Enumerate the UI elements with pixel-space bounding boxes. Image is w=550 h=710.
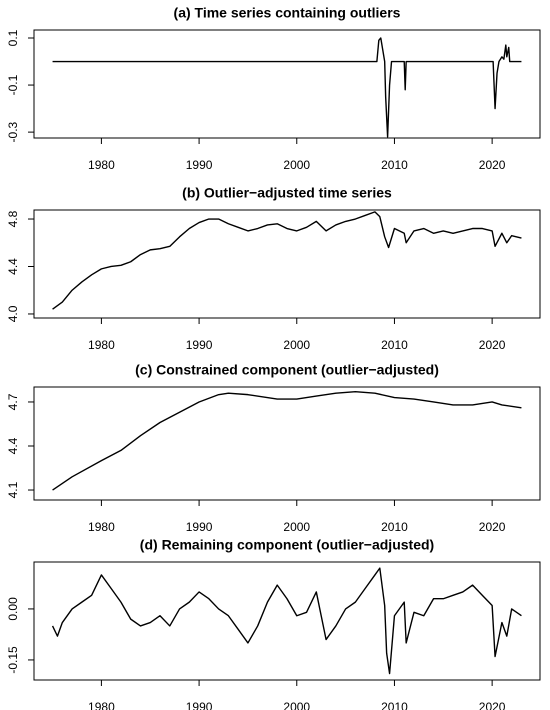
y-tick-label: 0.00	[6, 597, 20, 621]
y-tick-label: 4.1	[6, 481, 20, 498]
x-tick-label: 1990	[186, 520, 213, 534]
x-tick-label: 2000	[283, 520, 310, 534]
x-tick-label: 2000	[283, 700, 310, 710]
y-tick-label: 4.4	[6, 437, 20, 454]
y-tick-label: -0.3	[6, 121, 20, 142]
x-tick-label: 1990	[186, 338, 213, 352]
x-tick-label: 1980	[88, 700, 115, 710]
x-tick-label: 2010	[381, 700, 408, 710]
panel-title: (a) Time series containing outliers	[174, 5, 401, 21]
y-tick-label: 0.1	[6, 29, 20, 46]
y-tick-label: 4.8	[6, 210, 20, 227]
data-line	[52, 391, 522, 491]
y-tick-label: 4.0	[6, 305, 20, 322]
x-tick-label: 1980	[88, 520, 115, 534]
y-tick-label: -0.1	[6, 74, 20, 95]
data-line	[52, 211, 522, 310]
panel-title: (b) Outlier−adjusted time series	[182, 185, 392, 201]
x-tick-label: 1980	[88, 158, 115, 172]
plot-frame	[33, 386, 541, 501]
x-tick-label: 2000	[283, 158, 310, 172]
x-tick-label: 1980	[88, 338, 115, 352]
x-tick-label: 2010	[381, 338, 408, 352]
y-tick-label: 4.7	[6, 393, 20, 410]
x-tick-label: 1990	[186, 158, 213, 172]
x-tick-label: 1990	[186, 700, 213, 710]
plot-frame	[33, 209, 541, 319]
y-tick-label: -0.15	[6, 646, 20, 674]
x-tick-label: 2020	[479, 158, 506, 172]
panel-title: (d) Remaining component (outlier−adjuste…	[140, 537, 434, 553]
plot-frame	[33, 561, 541, 681]
data-line	[52, 37, 522, 138]
data-line	[51, 567, 522, 675]
x-tick-label: 2020	[479, 338, 506, 352]
y-tick-label: 4.4	[6, 258, 20, 275]
x-tick-label: 2000	[283, 338, 310, 352]
x-tick-label: 2020	[479, 520, 506, 534]
panel-title: (c) Constrained component (outlier−adjus…	[135, 362, 439, 378]
x-tick-label: 2010	[381, 158, 408, 172]
x-tick-label: 2010	[381, 520, 408, 534]
plot-frame	[33, 29, 541, 139]
x-tick-label: 2020	[479, 700, 506, 710]
